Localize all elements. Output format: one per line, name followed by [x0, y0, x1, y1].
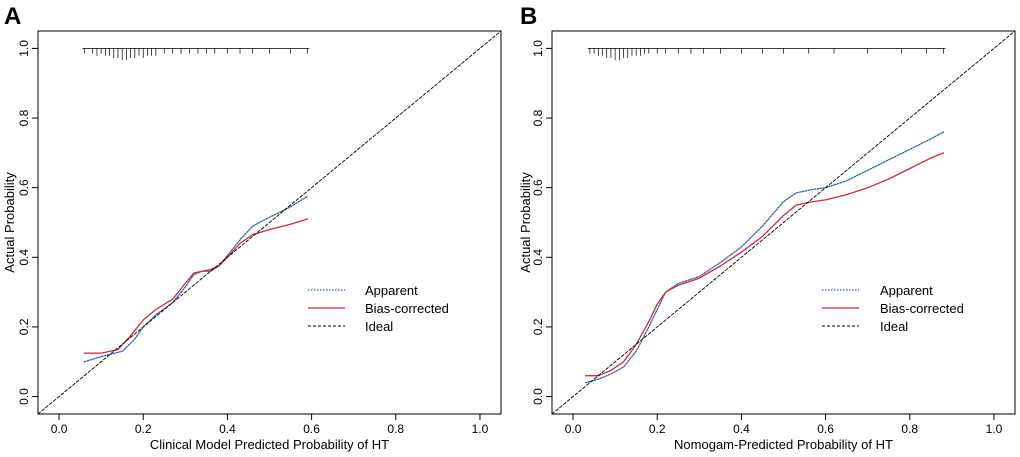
series-bias-corrected — [585, 152, 945, 377]
series-ideal — [551, 30, 1016, 415]
panel-b: B 0.0 0.2 0.4 0.6 0.8 1.0 0.0 0.2 0.4 0.6 0.8 1.0 N… — [518, 3, 1016, 452]
rug — [82, 48, 310, 61]
legend-label-bias-corrected: Bias-corrected — [880, 301, 964, 316]
panel-letter: B — [520, 3, 537, 30]
panel-a: A 0.0 0.2 0.4 0.6 0.8 1.0 0.0 0.2 0.4 0.6 0.8 1.0 C… — [2, 3, 502, 452]
x-tick-label: 0.4 — [733, 422, 750, 436]
series-apparent — [585, 131, 945, 384]
y-tick-label: 0.0 — [531, 388, 545, 405]
y-tick-label: 1.0 — [531, 40, 545, 57]
x-tick-label: 0.6 — [303, 422, 320, 436]
y-tick-label: 0.8 — [17, 109, 31, 126]
y-tick-label: 0.6 — [17, 179, 31, 196]
plot-frame — [37, 30, 502, 415]
x-tick-label: 1.0 — [472, 422, 489, 436]
x-axis-label: Clinical Model Predicted Probability of … — [150, 437, 389, 452]
x-tick-label: 0.2 — [135, 422, 152, 436]
x-tick-label: 0.0 — [565, 422, 582, 436]
x-tick-label: 0.6 — [817, 422, 834, 436]
legend: Apparent Bias-corrected Ideal — [308, 283, 449, 334]
series-apparent — [83, 195, 309, 363]
x-axis-label: Nomogam-Predicted Probability of HT — [674, 437, 893, 452]
panel-letter: A — [4, 3, 21, 30]
legend: Apparent Bias-corrected Ideal — [822, 283, 964, 334]
ticks: 0.0 0.2 0.4 0.6 0.8 1.0 0.0 0.2 0.4 0.6 0.8 1.0 — [531, 40, 1003, 436]
y-tick-label: 0.6 — [531, 179, 545, 196]
plot-frame — [551, 30, 1016, 415]
y-tick-label: 0.0 — [17, 388, 31, 405]
x-tick-label: 0.8 — [387, 422, 404, 436]
series-ideal — [37, 30, 502, 415]
legend-label-apparent: Apparent — [365, 283, 418, 298]
series-bias-corrected — [83, 218, 309, 354]
y-tick-label: 0.8 — [531, 109, 545, 126]
legend-label-ideal: Ideal — [880, 319, 908, 334]
y-tick-label: 0.4 — [17, 249, 31, 266]
series-group — [551, 30, 1016, 415]
x-tick-label: 0.2 — [649, 422, 666, 436]
ticks: 0.0 0.2 0.4 0.6 0.8 1.0 0.0 0.2 0.4 0.6 0.8 1.0 — [17, 40, 489, 436]
series-group — [37, 30, 502, 415]
legend-label-ideal: Ideal — [365, 319, 393, 334]
y-tick-label: 0.4 — [531, 249, 545, 266]
y-tick-label: 0.2 — [17, 318, 31, 335]
y-axis-label: Actual Probability — [2, 172, 17, 273]
legend-label-apparent: Apparent — [880, 283, 933, 298]
rug — [587, 48, 946, 61]
x-tick-label: 0.0 — [51, 422, 68, 436]
y-tick-label: 0.2 — [531, 318, 545, 335]
x-tick-label: 0.8 — [901, 422, 918, 436]
y-axis-label: Actual Probability — [518, 172, 533, 273]
x-tick-label: 0.4 — [219, 422, 236, 436]
y-tick-label: 1.0 — [17, 40, 31, 57]
x-tick-label: 1.0 — [986, 422, 1003, 436]
legend-label-bias-corrected: Bias-corrected — [365, 301, 449, 316]
